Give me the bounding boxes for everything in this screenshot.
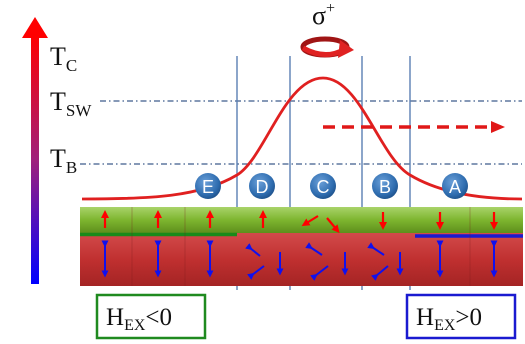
temperature-axis — [22, 17, 48, 284]
exchange-field-right: HEX>0 — [405, 293, 517, 340]
circular-polarization-loop-front — [301, 45, 345, 57]
moment-diagonal-arrow — [305, 242, 323, 256]
laser-helicity: σ+ — [300, 0, 354, 58]
region-circle-e — [195, 173, 221, 199]
region-label-d: D — [256, 177, 269, 197]
region-label-b: B — [379, 177, 391, 197]
hex-right-box — [405, 293, 517, 340]
sigma-plus-label: σ+ — [312, 0, 335, 30]
region-circle-b — [372, 173, 398, 199]
tc-label: TC — [50, 42, 77, 75]
moment-diagonal-arrow — [310, 265, 329, 281]
region-label-a: A — [449, 177, 461, 197]
exchange-field-left: HEX<0 — [95, 293, 207, 340]
tb-label: TB — [50, 144, 77, 177]
moment-diagonal-arrow — [367, 242, 385, 256]
region-markers: E D C B A — [195, 173, 468, 199]
hex-left-box — [95, 293, 207, 340]
hex-right-label: HEX>0 — [416, 304, 482, 334]
region-label-e: E — [202, 177, 214, 197]
moment-diagonal-arrow — [371, 265, 389, 281]
top-layer-moments — [101, 210, 498, 234]
circular-polarization-arrow-icon — [338, 40, 354, 58]
bottom-layer-moments — [101, 240, 498, 281]
temperature-profile-curve — [81, 76, 523, 201]
region-label-c: C — [317, 177, 330, 197]
region-circle-a — [442, 173, 468, 199]
moment-diagonal-arrow — [247, 265, 265, 280]
region-circle-c — [310, 173, 336, 199]
tsw-label: TSW — [50, 87, 92, 120]
cell-dividers — [131, 207, 471, 286]
moment-tilted-arrow — [326, 217, 340, 234]
temperature-arrow-head — [22, 17, 48, 38]
moment-tilted-arrow — [301, 215, 319, 227]
moment-diagonal-arrow — [245, 243, 261, 257]
top-layer — [80, 207, 523, 233]
bottom-layer — [80, 233, 523, 286]
region-circle-d — [249, 173, 275, 199]
hex-left-label: HEX<0 — [106, 304, 172, 334]
temperature-labels: TC TSW TB — [50, 42, 92, 177]
magnetic-layers — [80, 207, 523, 286]
temperature-gradient-bar — [31, 34, 39, 284]
